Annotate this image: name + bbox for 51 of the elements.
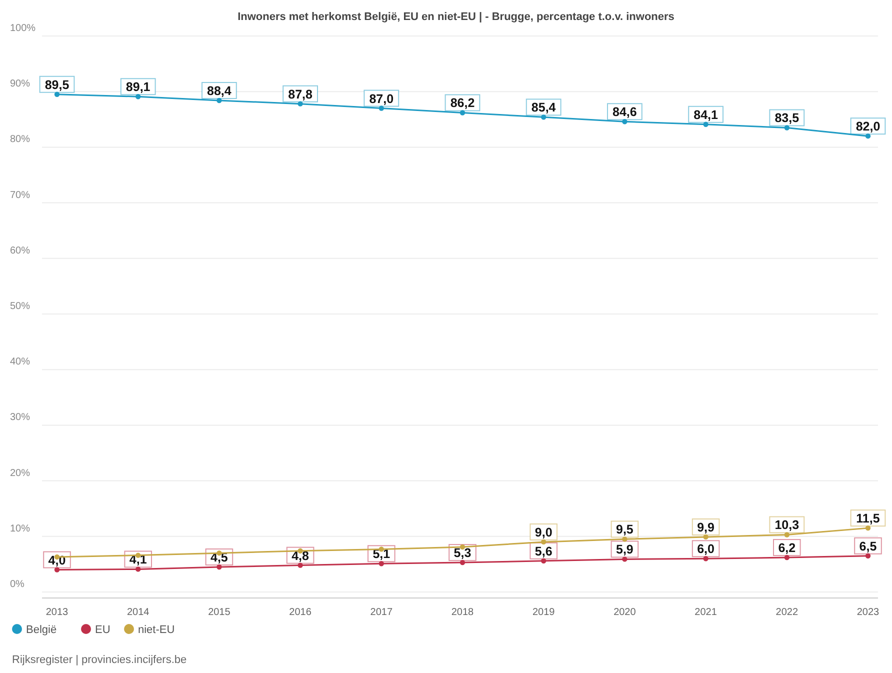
data-label: 6,0: [697, 542, 715, 556]
x-tick-label: 2014: [126, 607, 150, 618]
data-label: 89,5: [44, 78, 70, 92]
y-tick-label: 80%: [10, 134, 30, 146]
data-label: 85,4: [531, 100, 556, 115]
y-tick-label: 30%: [10, 412, 30, 424]
y-tick-label: 0%: [10, 579, 25, 590]
data-label: 9,0: [534, 525, 552, 540]
data-label: 9,9: [697, 520, 715, 534]
x-tick-label: 2015: [208, 607, 231, 618]
x-tick-label: 2021: [694, 607, 718, 618]
data-label: 11,5: [856, 512, 880, 526]
data-label: 5,9: [616, 542, 634, 557]
data-label: 10,3: [774, 518, 800, 532]
chart-title: Inwoners met herkomst België, EU en niet-EU | - Brugge, percentage t.o.v. inwoners: [238, 11, 674, 23]
x-tick-label: 2016: [289, 607, 312, 618]
y-tick-label: 100%: [10, 23, 36, 34]
x-tick-label: 2017: [370, 607, 393, 618]
data-label: 83,5: [774, 111, 800, 126]
legend-label: EU: [95, 624, 110, 636]
data-label: 6,2: [778, 541, 796, 556]
data-label: 89,1: [126, 80, 150, 94]
legend-label: niet-EU: [138, 624, 175, 636]
x-tick-label: 2013: [46, 607, 69, 618]
x-tick-label: 2022: [776, 607, 798, 618]
y-tick-label: 70%: [10, 190, 30, 201]
y-tick-label: 60%: [10, 245, 30, 256]
text: Rijksregister | provincies.incijfers.be: [12, 654, 187, 666]
legend-label: België: [26, 624, 57, 636]
y-tick-label: 90%: [10, 78, 30, 90]
data-label: 87,0: [369, 92, 394, 106]
data-label: 88,4: [207, 84, 232, 98]
data-label: 5,1: [372, 547, 390, 562]
y-tick-label: 40%: [10, 356, 30, 368]
data-label: 82,0: [856, 120, 880, 134]
x-tick-label: 2018: [451, 607, 474, 618]
y-tick-label: 50%: [10, 301, 30, 312]
data-label: 5,6: [534, 544, 552, 558]
data-label: 5,3: [454, 546, 472, 560]
y-tick-label: 20%: [10, 468, 30, 479]
data-label: 6,5: [859, 539, 877, 554]
y-tick-label: 10%: [10, 523, 30, 534]
data-label: 87,8: [288, 87, 313, 102]
x-tick-label: 2020: [614, 607, 636, 618]
x-tick-label: 2023: [856, 607, 880, 618]
data-label: 4,8: [292, 548, 310, 563]
data-label: 84,1: [694, 108, 718, 122]
data-label: 84,6: [612, 105, 637, 120]
data-label: 9,5: [616, 522, 634, 537]
x-tick-label: 2019: [532, 607, 556, 618]
data-label: 86,2: [450, 96, 475, 110]
